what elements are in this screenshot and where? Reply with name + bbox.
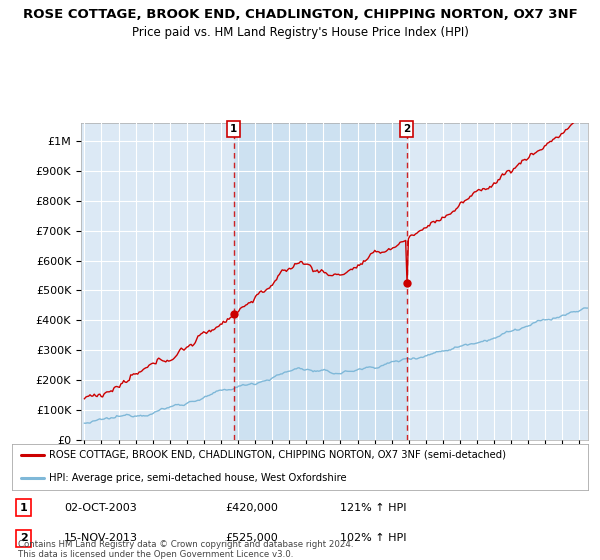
- Text: 1: 1: [230, 124, 238, 134]
- Text: 15-NOV-2013: 15-NOV-2013: [64, 534, 138, 543]
- Text: ROSE COTTAGE, BROOK END, CHADLINGTON, CHIPPING NORTON, OX7 3NF (semi-detached): ROSE COTTAGE, BROOK END, CHADLINGTON, CH…: [49, 450, 506, 460]
- Text: £420,000: £420,000: [225, 503, 278, 512]
- Text: 102% ↑ HPI: 102% ↑ HPI: [340, 534, 407, 543]
- Text: 02-OCT-2003: 02-OCT-2003: [64, 503, 137, 512]
- Text: 121% ↑ HPI: 121% ↑ HPI: [340, 503, 407, 512]
- Text: Contains HM Land Registry data © Crown copyright and database right 2024.
This d: Contains HM Land Registry data © Crown c…: [18, 540, 353, 559]
- Text: 2: 2: [20, 534, 28, 543]
- Bar: [234, 123, 407, 440]
- Text: 2: 2: [403, 124, 410, 134]
- Text: £525,000: £525,000: [225, 534, 278, 543]
- Text: Price paid vs. HM Land Registry's House Price Index (HPI): Price paid vs. HM Land Registry's House …: [131, 26, 469, 39]
- Text: 1: 1: [20, 503, 28, 512]
- Text: ROSE COTTAGE, BROOK END, CHADLINGTON, CHIPPING NORTON, OX7 3NF: ROSE COTTAGE, BROOK END, CHADLINGTON, CH…: [23, 8, 577, 21]
- Text: HPI: Average price, semi-detached house, West Oxfordshire: HPI: Average price, semi-detached house,…: [49, 473, 347, 483]
